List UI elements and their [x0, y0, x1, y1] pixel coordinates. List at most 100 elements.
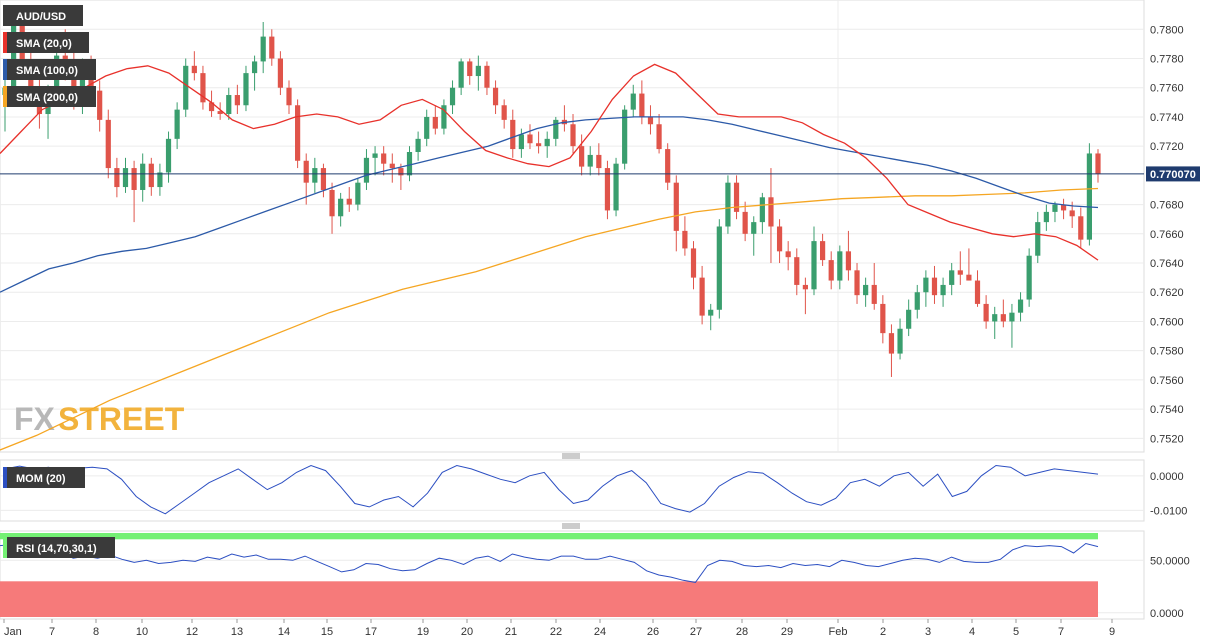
candle-body — [122, 168, 129, 188]
candle-body — [785, 251, 791, 258]
candle-body — [286, 87, 292, 106]
candle-body — [828, 260, 834, 281]
x-tick-label: 12 — [186, 626, 198, 638]
legend-rsi[interactable]: RSI (14,70,30,1) — [3, 537, 115, 558]
mom-panel — [0, 459, 1145, 522]
last-price-tag: 0.770070 — [1146, 166, 1200, 182]
x-tick-label: 22 — [550, 626, 562, 638]
candle-body — [406, 152, 413, 176]
x-axis: Jan 7 8 10 12 13 14 15 17 19 20 21 22 24 26 27 28 29 Feb 2 3… — [3, 619, 1115, 638]
candle-body — [475, 65, 481, 77]
x-tick-label: Feb — [829, 626, 848, 638]
price-tick-label: 0.7560 — [1150, 375, 1184, 387]
candle-body — [596, 154, 602, 169]
sma100-legend-label: SMA (100,0) — [16, 65, 78, 77]
mom-tick-label: 0.0000 — [1150, 471, 1184, 483]
candle-body — [217, 111, 223, 115]
candle-body — [363, 157, 370, 183]
candle-body — [725, 182, 731, 227]
mom-line — [4, 464, 1099, 515]
candle-body — [1000, 314, 1006, 322]
candle-body — [200, 73, 206, 103]
candle-body — [1086, 153, 1092, 240]
rsi-overbought-zone — [0, 533, 1098, 540]
watermark-street: STREET — [58, 401, 185, 437]
x-tick-label: 21 — [505, 626, 517, 638]
candle-body — [639, 93, 645, 117]
legend-sma200[interactable]: SMA (200,0) — [3, 86, 96, 107]
candle-body — [974, 280, 981, 304]
candle-body — [191, 65, 197, 74]
candle-body — [871, 284, 877, 304]
candle-body — [742, 211, 748, 234]
candle-body — [1069, 210, 1075, 217]
candle-body — [665, 149, 671, 183]
candle-body — [811, 241, 817, 290]
legend-sma100[interactable]: SMA (100,0) — [3, 59, 96, 80]
candle-body — [1052, 204, 1058, 212]
price-tick-label: 0.7780 — [1150, 54, 1184, 66]
candle-body — [295, 105, 301, 161]
candle-body — [570, 124, 576, 147]
candle-body — [251, 61, 258, 74]
x-tick-label: 14 — [278, 626, 290, 638]
candle-body — [277, 58, 284, 88]
candle-body — [923, 277, 929, 293]
price-gridlines — [0, 0, 1144, 452]
candle-body — [1078, 216, 1084, 240]
candle-body — [656, 124, 662, 150]
candle-body — [906, 309, 912, 329]
candle-body — [303, 160, 309, 183]
candle-body — [897, 328, 903, 354]
x-tick-label: Jan — [4, 626, 22, 638]
candle-body — [845, 251, 852, 271]
candle-body — [819, 241, 826, 261]
candle-body — [914, 292, 920, 310]
legend-mom[interactable]: MOM (20) — [3, 467, 85, 488]
candle-body — [1009, 312, 1015, 322]
candle-body — [759, 197, 765, 223]
x-tick-label: 7 — [1058, 626, 1064, 638]
candle-body — [226, 95, 232, 115]
candle-body — [699, 277, 705, 316]
candle-body — [776, 226, 783, 252]
candle-body — [415, 138, 421, 152]
x-tick-label: 9 — [1109, 626, 1115, 638]
panel-splitter-top[interactable] — [562, 453, 580, 459]
candle-body — [355, 182, 361, 205]
rsi-tick-label: 50.0000 — [1150, 555, 1190, 567]
price-tick-label: 0.7620 — [1150, 287, 1184, 299]
candle-body — [983, 303, 989, 322]
candle-body — [794, 257, 800, 285]
candle-body — [1095, 153, 1101, 174]
candle-body — [888, 333, 895, 354]
candle-body — [131, 168, 137, 190]
candle-body — [372, 153, 378, 158]
candle-body — [269, 36, 275, 59]
candle-body — [957, 270, 963, 275]
candle-body — [432, 116, 438, 129]
candle-body — [751, 222, 757, 234]
candle-body — [467, 61, 473, 77]
candle-body — [329, 189, 335, 217]
candle-body — [880, 303, 886, 334]
candle-body — [346, 198, 352, 205]
candles — [2, 11, 1101, 377]
candle-body — [535, 143, 542, 147]
candle-body — [553, 119, 559, 139]
panel-splitter-bottom[interactable] — [562, 523, 580, 529]
x-tick-label: 13 — [231, 626, 243, 638]
price-y-axis: 0.7800 0.7780 0.7760 0.7740 0.7720 0.7680 0.76… — [1150, 24, 1184, 445]
candle-body — [1043, 211, 1049, 223]
legend-sma20[interactable]: SMA (20,0) — [3, 32, 89, 53]
price-tick-label: 0.7600 — [1150, 316, 1184, 328]
rsi-oversold-zone — [0, 581, 1098, 617]
price-tick-label: 0.7740 — [1150, 112, 1184, 124]
price-tick-label: 0.7640 — [1150, 258, 1184, 270]
x-tick-label: 8 — [93, 626, 99, 638]
candle-body — [389, 163, 395, 169]
x-tick-label: 15 — [321, 626, 333, 638]
candle-body — [449, 87, 456, 106]
x-tick-label: 28 — [736, 626, 748, 638]
